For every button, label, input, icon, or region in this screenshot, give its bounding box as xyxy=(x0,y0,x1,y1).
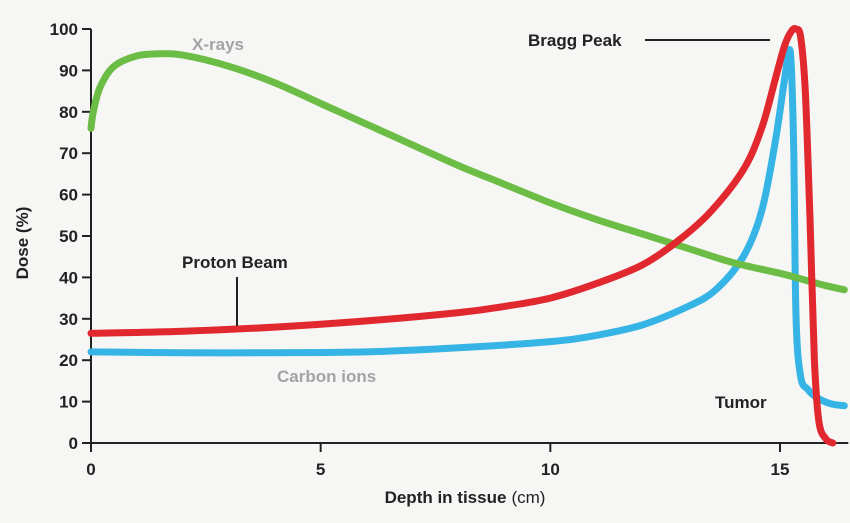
y-tick-label: 70 xyxy=(59,144,78,163)
series-line-carbon-ions xyxy=(87,45,848,410)
x-tick-label: 0 xyxy=(86,460,95,479)
y-tick-label: 10 xyxy=(59,393,78,412)
series-label-carbon-ions: Carbon ions xyxy=(277,367,376,386)
axes xyxy=(90,29,849,444)
x-tick-label: 10 xyxy=(541,460,560,479)
series-label-x-rays: X-rays xyxy=(192,35,244,54)
x-tick-label: 15 xyxy=(771,460,790,479)
y-tick-label: 0 xyxy=(69,434,78,453)
tumor-label: Tumor xyxy=(715,393,767,412)
y-axis-label: Dose (%) xyxy=(13,207,32,280)
y-tick-label: 40 xyxy=(59,268,78,287)
bragg-peak-label: Bragg Peak xyxy=(528,31,622,50)
y-tick-label: 50 xyxy=(59,227,78,246)
y-tick-label: 100 xyxy=(50,20,78,39)
series-lines xyxy=(87,24,848,447)
y-tick-label: 60 xyxy=(59,186,78,205)
series-line-proton-beam xyxy=(87,24,837,447)
y-tick-label: 90 xyxy=(59,61,78,80)
x-axis-label-unit: (cm) xyxy=(511,488,545,507)
series-line-x-rays xyxy=(87,50,848,294)
y-tick-label: 20 xyxy=(59,351,78,370)
y-tick-label: 80 xyxy=(59,103,78,122)
y-tick-label: 30 xyxy=(59,310,78,329)
series-label-proton-beam: Proton Beam xyxy=(182,253,288,272)
x-tick-label: 5 xyxy=(316,460,325,479)
y-ticks: 0 10 20 30 40 50 60 70 80 90 100 xyxy=(50,20,91,453)
x-axis-label-main: Depth in tissue xyxy=(385,488,507,507)
x-ticks: 0 5 10 15 xyxy=(86,443,789,479)
x-axis-label: Depth in tissue (cm) xyxy=(385,488,546,507)
